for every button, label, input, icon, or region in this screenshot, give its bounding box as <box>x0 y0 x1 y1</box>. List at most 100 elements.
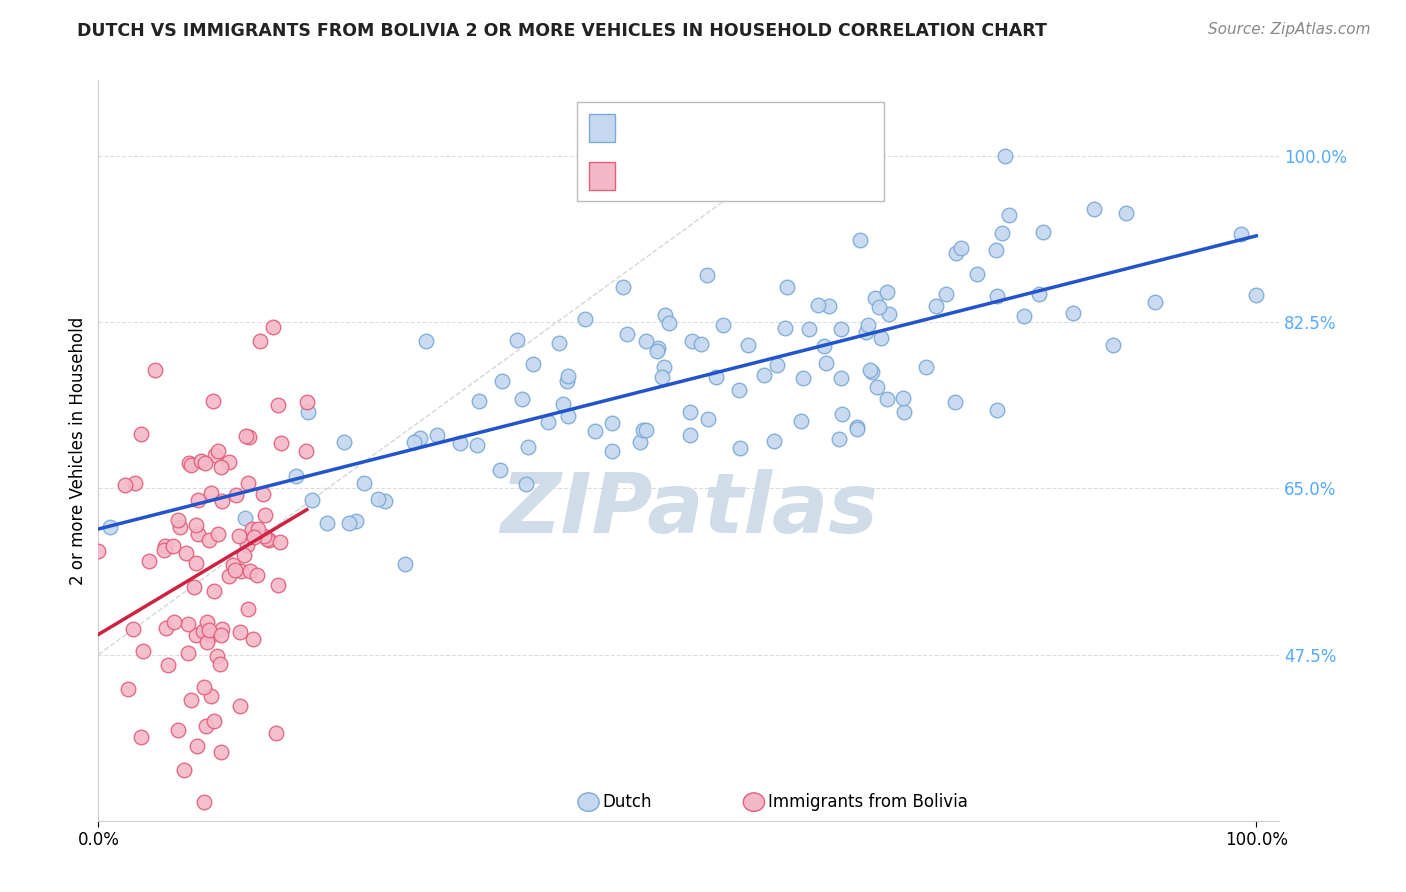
Point <box>114 478 136 492</box>
Point <box>269 535 291 549</box>
Point <box>557 369 579 384</box>
Point <box>295 443 318 458</box>
Point <box>184 628 207 642</box>
Point <box>846 422 869 436</box>
Point <box>124 476 146 491</box>
Point <box>344 514 367 528</box>
Point <box>807 298 830 312</box>
Point <box>1032 225 1054 239</box>
Point <box>449 436 471 450</box>
Point <box>654 308 676 322</box>
Point <box>162 539 184 553</box>
Point <box>863 291 886 305</box>
Point <box>602 416 624 430</box>
Point <box>204 448 226 462</box>
Point <box>790 414 813 428</box>
Point <box>87 543 110 558</box>
Point <box>1102 338 1125 352</box>
Point <box>831 408 853 422</box>
Point <box>737 338 759 352</box>
Point <box>1230 227 1253 241</box>
Point <box>763 434 786 449</box>
Point <box>202 584 225 599</box>
Point <box>711 318 734 332</box>
Point <box>465 438 488 452</box>
Point <box>152 543 174 558</box>
Point <box>184 518 207 533</box>
Point <box>846 419 869 434</box>
Point <box>367 492 389 507</box>
Text: Immigrants from Bolivia: Immigrants from Bolivia <box>768 793 967 811</box>
Point <box>169 519 191 533</box>
Point <box>256 532 278 546</box>
Point <box>1144 295 1167 310</box>
Point <box>830 321 852 335</box>
Point <box>645 344 668 359</box>
Point <box>893 392 915 406</box>
Point <box>374 494 396 508</box>
Point <box>984 243 1007 257</box>
Point <box>197 533 219 547</box>
Point <box>239 564 262 578</box>
Point <box>209 657 232 671</box>
Point <box>510 392 533 407</box>
Point <box>252 486 274 500</box>
Point <box>394 558 416 572</box>
Point <box>228 699 250 714</box>
Point <box>574 312 596 326</box>
Point <box>849 233 872 247</box>
Point <box>658 316 681 330</box>
Point <box>207 648 229 663</box>
Point <box>636 423 658 437</box>
Point <box>180 693 202 707</box>
Point <box>522 357 544 371</box>
Point <box>187 527 209 541</box>
Point <box>200 486 222 500</box>
Point <box>515 476 537 491</box>
Point <box>557 409 579 423</box>
Point <box>681 334 703 348</box>
Point <box>190 454 212 468</box>
Point <box>966 268 988 282</box>
Text: Source: ZipAtlas.com: Source: ZipAtlas.com <box>1208 22 1371 37</box>
Point <box>855 325 877 339</box>
Point <box>187 492 209 507</box>
Point <box>167 723 190 738</box>
Point <box>224 563 246 577</box>
Point <box>934 287 956 301</box>
Point <box>225 487 247 501</box>
Point <box>555 374 578 388</box>
Point <box>404 435 426 450</box>
Point <box>727 383 749 397</box>
Point <box>218 569 240 583</box>
Point <box>264 726 287 740</box>
Point <box>228 624 250 639</box>
Point <box>1115 206 1137 220</box>
Point <box>950 241 973 255</box>
Text: Dutch: Dutch <box>603 793 652 811</box>
Point <box>353 475 375 490</box>
Point <box>986 289 1008 303</box>
Point <box>218 455 240 469</box>
Point <box>773 320 796 334</box>
Point <box>636 334 658 349</box>
Point <box>198 623 221 637</box>
Point <box>547 335 569 350</box>
Point <box>815 356 838 370</box>
Point <box>176 546 198 560</box>
Point <box>243 530 266 544</box>
Point <box>193 680 215 694</box>
Point <box>647 341 669 355</box>
Point <box>173 763 195 777</box>
Point <box>628 435 651 450</box>
Point <box>1012 309 1035 323</box>
Point <box>679 428 702 442</box>
Point <box>242 632 264 647</box>
Point <box>986 403 1008 417</box>
Point <box>176 616 198 631</box>
Point <box>131 644 153 658</box>
Point <box>184 557 207 571</box>
Point <box>193 795 215 809</box>
Point <box>506 333 529 347</box>
Point <box>197 635 219 649</box>
